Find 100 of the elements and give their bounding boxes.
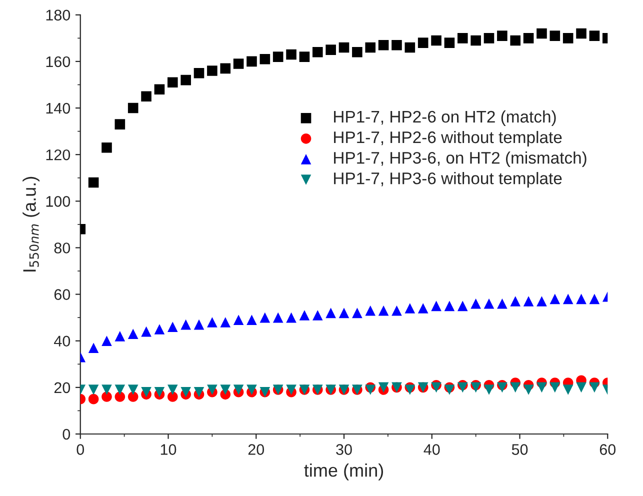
point bbox=[576, 28, 586, 39]
point bbox=[326, 44, 336, 55]
point bbox=[220, 63, 231, 74]
point bbox=[141, 326, 152, 337]
point bbox=[510, 382, 521, 393]
point bbox=[128, 392, 138, 402]
point bbox=[128, 102, 138, 114]
point bbox=[299, 52, 310, 62]
legend-label: HP1-7, HP3-6 without template bbox=[334, 172, 562, 188]
point bbox=[260, 54, 270, 64]
point bbox=[562, 384, 574, 395]
point bbox=[233, 58, 244, 69]
point bbox=[457, 300, 468, 312]
y-tick-label: 80 bbox=[54, 242, 70, 254]
point bbox=[194, 319, 204, 330]
point bbox=[484, 33, 494, 44]
point bbox=[167, 392, 178, 402]
y-tick-label: 140 bbox=[46, 102, 70, 114]
y-tick-label: 40 bbox=[54, 336, 70, 347]
point bbox=[404, 42, 416, 53]
point bbox=[562, 294, 574, 304]
point bbox=[378, 305, 389, 316]
point bbox=[88, 177, 99, 188]
point bbox=[589, 30, 600, 41]
point bbox=[207, 66, 218, 76]
point bbox=[576, 382, 586, 393]
point bbox=[392, 305, 402, 316]
point bbox=[194, 68, 204, 78]
point bbox=[114, 384, 126, 395]
point bbox=[470, 298, 481, 309]
point bbox=[233, 384, 244, 395]
point bbox=[365, 42, 376, 53]
point bbox=[365, 305, 376, 316]
x-tick-label: 10 bbox=[160, 444, 176, 455]
point bbox=[180, 386, 191, 398]
point bbox=[444, 384, 455, 395]
point bbox=[523, 33, 534, 44]
point bbox=[312, 46, 323, 58]
point bbox=[128, 328, 138, 340]
x-tick-label: 0 bbox=[76, 444, 84, 455]
point bbox=[194, 386, 204, 398]
point bbox=[207, 317, 218, 328]
point bbox=[167, 384, 178, 395]
point bbox=[470, 35, 481, 46]
point bbox=[326, 308, 336, 318]
legend-label: HP1-7, HP2-6 on HT2 (match) bbox=[334, 110, 556, 126]
point bbox=[272, 52, 284, 62]
point bbox=[338, 42, 350, 53]
point bbox=[484, 384, 494, 395]
x-tick-label: 60 bbox=[600, 444, 616, 455]
point bbox=[497, 30, 508, 41]
point bbox=[246, 314, 257, 326]
point bbox=[457, 33, 468, 44]
point bbox=[536, 382, 547, 393]
point bbox=[523, 296, 534, 306]
point bbox=[141, 386, 152, 398]
y-tick-label: 0 bbox=[62, 428, 70, 440]
point bbox=[88, 342, 99, 353]
point bbox=[352, 46, 362, 58]
point bbox=[550, 30, 560, 41]
point bbox=[299, 310, 310, 320]
point bbox=[444, 38, 455, 48]
point bbox=[352, 308, 362, 318]
point bbox=[338, 308, 350, 318]
point bbox=[286, 384, 296, 395]
y-tick-label: 180 bbox=[46, 10, 70, 21]
y-tick-label: 160 bbox=[46, 56, 70, 68]
point bbox=[102, 142, 112, 153]
point bbox=[510, 35, 521, 46]
point bbox=[286, 312, 296, 323]
y-tick-label: 60 bbox=[54, 289, 70, 300]
legend-label: HP1-7, HP3-6, on HT2 (mismatch) bbox=[334, 152, 586, 168]
point bbox=[141, 91, 152, 102]
point bbox=[180, 74, 191, 86]
point bbox=[536, 296, 547, 306]
point bbox=[220, 317, 231, 328]
point bbox=[246, 384, 257, 395]
point bbox=[589, 382, 600, 393]
point bbox=[233, 314, 244, 326]
point bbox=[378, 382, 389, 393]
x-tick-label: 30 bbox=[336, 444, 352, 455]
point bbox=[88, 384, 99, 395]
point bbox=[114, 392, 126, 402]
point bbox=[418, 303, 428, 314]
point bbox=[404, 303, 416, 314]
point bbox=[484, 298, 494, 309]
x-tick-label: 50 bbox=[512, 444, 528, 455]
point bbox=[286, 49, 296, 60]
point bbox=[431, 382, 442, 393]
point bbox=[102, 392, 112, 402]
point bbox=[114, 331, 126, 342]
point bbox=[167, 77, 178, 88]
point bbox=[102, 384, 112, 395]
y-tick-label: 20 bbox=[54, 382, 70, 394]
point bbox=[102, 336, 112, 346]
legend-label: HP1-7, HP2-6 without template bbox=[334, 130, 562, 146]
point bbox=[378, 40, 389, 50]
point bbox=[207, 384, 218, 395]
point bbox=[88, 394, 99, 404]
point bbox=[392, 40, 402, 50]
